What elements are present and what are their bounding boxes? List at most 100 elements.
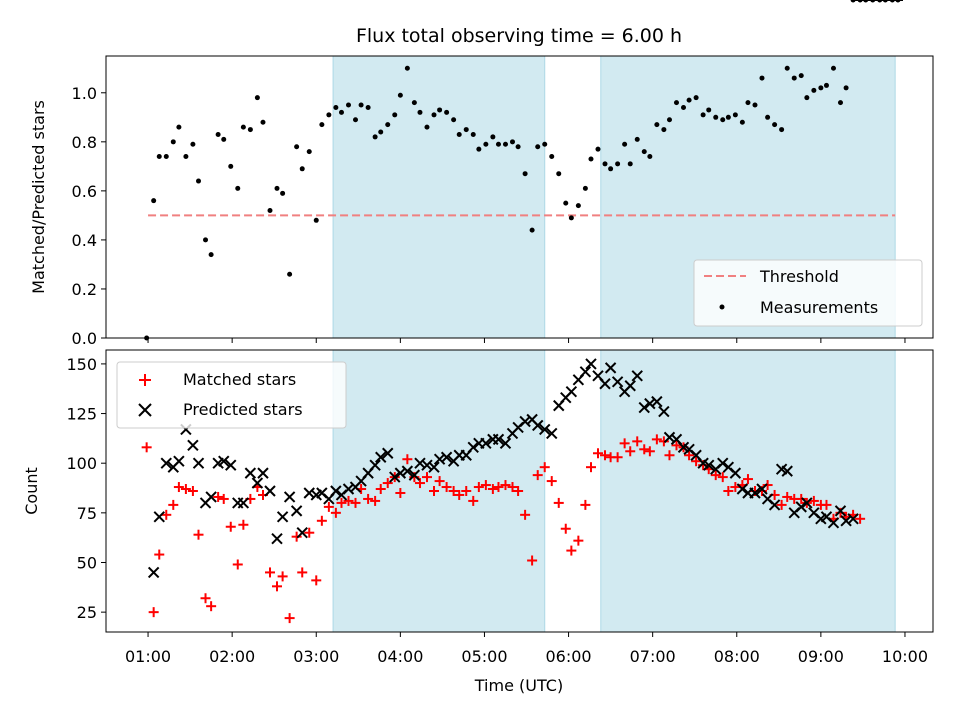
predicted-star-point (834, 505, 847, 517)
matched-star-point (580, 499, 591, 510)
measurement-point (431, 112, 437, 118)
predicted-star-point (585, 358, 597, 370)
measurement-point (693, 95, 699, 101)
matched-star-point (560, 523, 571, 534)
matched-star-point (473, 482, 484, 493)
measurement-point (568, 215, 574, 221)
bottom-y-axis-label: Count (22, 467, 41, 515)
measurement-point (680, 104, 686, 110)
measurement-point (779, 127, 785, 133)
legend-predicted-swatch (138, 403, 152, 417)
matched-star-point (206, 601, 217, 612)
predicted-star-point (421, 459, 433, 471)
y-tick-label: 100 (66, 454, 97, 473)
predicted-star-point (768, 499, 781, 511)
matched-star-point (493, 482, 504, 493)
legend-measurements-swatch (719, 304, 725, 310)
y-tick-label: 75 (77, 504, 97, 523)
measurement-point (765, 114, 771, 120)
measurement-point (811, 87, 817, 93)
matched-star-point (500, 480, 511, 491)
predicted-star-point (408, 469, 421, 481)
measurement-point (608, 166, 614, 172)
predicted-star-point (546, 427, 558, 440)
matched-star-point (441, 482, 452, 493)
measurement-point (700, 112, 706, 118)
top-panel: 0.0 0.2 0.4 0.6 0.8 1.0 Matched/Predicted sta… (29, 0, 934, 348)
measurement-point (333, 104, 339, 110)
predicted-star-point (237, 497, 250, 509)
predicted-star-point (342, 483, 355, 495)
measurement-point (365, 104, 371, 110)
matched-star-point (671, 440, 682, 451)
measurement-point (215, 131, 221, 137)
measurement-point (313, 217, 319, 223)
x-tick-label: 05:00 (461, 647, 507, 666)
predicted-star-point (631, 370, 643, 382)
predicted-star-point (225, 459, 237, 471)
measurement-point (267, 207, 273, 213)
y-tick-label: 0.6 (72, 182, 97, 201)
predicted-star-point (394, 467, 407, 479)
measurement-point (732, 112, 738, 118)
matched-star-point (742, 474, 753, 485)
predicted-star-point (749, 487, 761, 499)
measurement-point (437, 107, 443, 113)
measurement-point (502, 141, 508, 147)
measurement-point (739, 119, 745, 125)
matched-star-point (154, 549, 165, 560)
y-tick-label: 50 (77, 553, 97, 572)
measurement-point (196, 178, 202, 184)
measurement-point (666, 117, 672, 123)
matched-star-point (527, 555, 538, 566)
measurement-point (654, 122, 660, 128)
y-tick-label: 125 (66, 405, 97, 424)
y-tick-label: 0.2 (72, 280, 97, 299)
measurement-point (798, 73, 804, 79)
matched-star-point (343, 495, 354, 506)
matched-star-point (625, 446, 636, 457)
matched-star-point (592, 448, 603, 459)
matched-star-point (402, 454, 413, 465)
matched-star-point (600, 450, 611, 461)
measurement-point (725, 114, 731, 120)
bottom-legend: Matched stars Predicted stars (116, 361, 347, 429)
measurement-point (358, 102, 364, 108)
predicted-star-point (565, 385, 578, 398)
predicted-star-point (519, 415, 531, 428)
matched-star-point (553, 497, 564, 508)
measurement-point (752, 102, 758, 108)
measurement-point (673, 100, 679, 106)
predicted-star-point (401, 465, 414, 477)
matched-star-point (434, 476, 445, 487)
predicted-star-point (532, 419, 544, 432)
measurement-point (791, 75, 797, 81)
matched-star-point (284, 613, 295, 624)
shaded-interval (332, 55, 546, 339)
matched-star-point (363, 493, 374, 504)
predicted-star-point (703, 459, 715, 471)
matched-star-point (225, 521, 236, 532)
matched-star-point (193, 529, 204, 540)
measurement-point (392, 112, 398, 118)
x-tick-label: 03:00 (293, 647, 339, 666)
matched-star-point (218, 493, 229, 504)
measurement-point (476, 146, 482, 152)
measurement-point (190, 141, 196, 147)
measurement-point (385, 122, 391, 128)
measurement-point (713, 114, 719, 120)
measurement-point (240, 124, 246, 130)
measurement-point (280, 190, 286, 196)
matched-star-point (658, 436, 669, 447)
measurement-point (634, 136, 640, 142)
matched-star-point (821, 499, 832, 510)
measurement-point (294, 144, 300, 150)
matched-star-point (187, 486, 198, 496)
measurement-point (397, 92, 403, 98)
measurement-point (661, 127, 667, 133)
measurement-point (495, 141, 501, 147)
measurement-point (287, 271, 293, 277)
measurement-point (235, 185, 241, 191)
y-tick-label: 25 (77, 603, 97, 622)
